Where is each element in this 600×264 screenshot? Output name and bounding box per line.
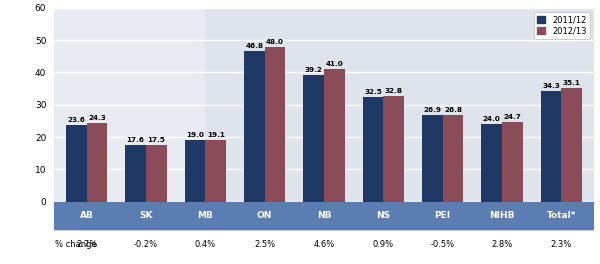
Text: 26.9: 26.9 <box>423 107 441 113</box>
Text: SK: SK <box>139 211 153 220</box>
Text: -0.5%: -0.5% <box>431 240 455 249</box>
Bar <box>541 91 562 202</box>
Text: 17.6: 17.6 <box>127 137 145 143</box>
Text: 39.2: 39.2 <box>305 67 323 73</box>
Text: 2.3%: 2.3% <box>551 240 572 249</box>
Text: 0.4%: 0.4% <box>195 240 216 249</box>
Text: 2.5%: 2.5% <box>254 240 275 249</box>
Text: 2.7%: 2.7% <box>76 240 97 249</box>
Bar <box>66 125 86 202</box>
Text: 46.8: 46.8 <box>245 43 263 49</box>
Text: 4.6%: 4.6% <box>313 240 335 249</box>
Text: 35.1: 35.1 <box>563 80 581 86</box>
Bar <box>422 115 443 202</box>
Bar <box>205 140 226 202</box>
Bar <box>383 96 404 202</box>
Text: 24.0: 24.0 <box>483 116 500 122</box>
Text: 24.3: 24.3 <box>88 115 106 121</box>
Bar <box>324 69 345 202</box>
Bar <box>502 122 523 202</box>
Text: NS: NS <box>376 211 391 220</box>
Text: PEI: PEI <box>434 211 451 220</box>
FancyBboxPatch shape <box>205 4 600 205</box>
Bar <box>185 140 205 202</box>
Text: 23.6: 23.6 <box>67 117 85 124</box>
Bar <box>86 123 107 202</box>
Text: 19.1: 19.1 <box>207 132 224 138</box>
Text: 2.8%: 2.8% <box>491 240 512 249</box>
Bar <box>125 145 146 202</box>
Bar <box>244 50 265 202</box>
Text: 17.5: 17.5 <box>148 137 166 143</box>
Bar <box>562 88 582 202</box>
Text: ON: ON <box>257 211 272 220</box>
Text: % change: % change <box>55 240 97 249</box>
Text: 19.0: 19.0 <box>186 132 204 138</box>
Text: 34.3: 34.3 <box>542 83 560 89</box>
Bar <box>481 124 502 202</box>
Text: 41.0: 41.0 <box>326 61 343 67</box>
Text: -0.2%: -0.2% <box>134 240 158 249</box>
Text: 26.8: 26.8 <box>444 107 462 113</box>
Bar <box>443 115 463 202</box>
Text: 48.0: 48.0 <box>266 39 284 45</box>
Text: 0.9%: 0.9% <box>373 240 394 249</box>
Text: AB: AB <box>80 211 94 220</box>
Text: 32.8: 32.8 <box>385 88 403 94</box>
Text: NB: NB <box>317 211 331 220</box>
Bar <box>146 145 167 202</box>
Legend: 2011/12, 2012/13: 2011/12, 2012/13 <box>533 12 590 39</box>
Bar <box>362 97 383 202</box>
Text: MB: MB <box>197 211 213 220</box>
Text: 32.5: 32.5 <box>364 89 382 95</box>
Text: NIHB: NIHB <box>489 211 515 220</box>
Bar <box>265 47 286 202</box>
Bar <box>303 75 324 202</box>
Text: 24.7: 24.7 <box>503 114 521 120</box>
Text: Total*: Total* <box>547 211 576 220</box>
